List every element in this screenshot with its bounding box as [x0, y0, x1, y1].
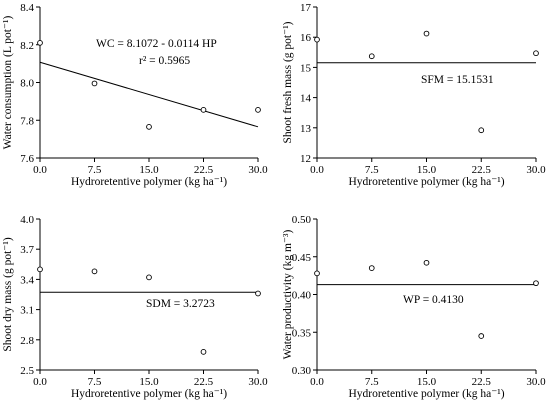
x-tick-label: 22.5 [194, 164, 214, 176]
y-axis-label: Water productivity (kg m⁻³) [282, 230, 294, 360]
equation-annotation: SDM = 3.2723 [146, 298, 215, 310]
x-tick-label: 30.0 [526, 376, 546, 388]
y-tick-label: 0.35 [292, 327, 312, 339]
data-point [314, 36, 320, 43]
y-tick-label: 0.40 [292, 290, 312, 302]
data-point [200, 107, 207, 113]
x-tick-label: 30.0 [248, 376, 268, 388]
y-tick-label: 8.2 [20, 40, 34, 52]
equation-annotation: r² = 0.5965 [139, 55, 190, 67]
x-tick-label: 22.5 [472, 164, 492, 176]
y-axis-label: Shoot dry mass (g pot⁻¹) [2, 237, 14, 351]
y-axis-label: Shoot fresh mass (g pot⁻¹) [282, 21, 294, 143]
data-point [91, 80, 98, 87]
y-tick-label: 15 [300, 62, 312, 74]
x-tick-label: 0.0 [33, 376, 47, 388]
x-tick-label: 0.0 [33, 164, 47, 176]
x-tick-label: 7.5 [365, 376, 379, 388]
y-tick-label: 7.8 [20, 115, 34, 127]
y-axis-label: Water consumption (L pot⁻¹) [2, 15, 14, 149]
x-tick-label: 15.0 [417, 164, 437, 176]
data-point [255, 290, 261, 297]
data-point [37, 40, 43, 46]
y-tick-label: 7.6 [20, 153, 34, 165]
data-point [533, 280, 539, 287]
x-tick-label: 30.0 [526, 164, 546, 176]
y-tick-label: 13 [300, 123, 312, 135]
x-axis-label: Hydroretentive polymer (kg ha⁻¹) [348, 388, 504, 400]
x-tick-label: 15.0 [139, 376, 159, 388]
x-tick-label: 22.5 [472, 376, 492, 388]
x-tick-label: 15.0 [139, 164, 159, 176]
data-point [146, 274, 152, 281]
chart-panel-4: 0.30 0.35 0.40 0.45 0.50 0.0 7.5 15.0 22.5 30.0 Hy… [282, 214, 546, 400]
data-point [368, 53, 375, 60]
y-tick-label: 16 [300, 32, 312, 44]
y-tick-label: 3.1 [20, 305, 34, 317]
chart-panel-3: 2.5 2.8 3.1 3.4 3.7 4.0 0.0 7.5 15.0 22.5 30.0 Hydr… [2, 214, 268, 400]
y-tick-label: 8.0 [20, 78, 34, 90]
data-point [146, 124, 152, 130]
y-tick-label: 8.4 [20, 2, 34, 14]
y-tick-label: 3.4 [20, 274, 34, 286]
y-tick-label: 0.45 [292, 252, 312, 264]
equation-annotation: WC = 8.1072 - 0.0114 HP [96, 38, 217, 50]
x-tick-label: 22.5 [194, 376, 214, 388]
x-tick-label: 0.0 [310, 376, 324, 388]
y-tick-label: 4.0 [20, 214, 34, 226]
data-point [478, 127, 485, 134]
x-tick-label: 7.5 [365, 164, 379, 176]
y-tick-label: 17 [300, 2, 312, 14]
data-point [368, 265, 375, 271]
y-tick-label: 3.7 [20, 244, 34, 256]
data-point [423, 30, 430, 37]
x-tick-label: 30.0 [248, 164, 268, 176]
data-point [37, 266, 43, 273]
data-point [200, 349, 207, 355]
regression-line [39, 61, 259, 128]
chart-panel-1: 7.6 7.8 8.0 8.2 8.4 0.0 7.5 15.0 22.5 30.0 Hydrore… [2, 2, 268, 188]
data-point [91, 268, 98, 275]
y-tick-label: 0.30 [292, 365, 312, 377]
x-axis-label: Hydroretentive polymer (kg ha⁻¹) [348, 176, 504, 188]
x-axis-label: Hydroretentive polymer (kg ha⁻¹) [71, 388, 227, 400]
data-point [255, 107, 261, 113]
equation-annotation: SFM = 15.1531 [421, 74, 494, 86]
x-tick-label: 7.5 [88, 376, 102, 388]
y-tick-label: 14 [300, 93, 312, 105]
y-tick-label: 0.50 [292, 214, 312, 226]
data-point [478, 333, 485, 339]
chart-panel-2: 12 13 14 15 16 17 0.0 7.5 15.0 22.5 30.0 Hydroreten… [282, 2, 546, 188]
equation-annotation: WP = 0.4130 [403, 294, 464, 306]
y-tick-label: 2.8 [20, 335, 34, 347]
x-tick-label: 0.0 [310, 164, 324, 176]
x-tick-label: 15.0 [417, 376, 437, 388]
x-axis-label: Hydroretentive polymer (kg ha⁻¹) [71, 176, 227, 188]
x-tick-label: 7.5 [88, 164, 102, 176]
data-point [533, 50, 539, 57]
y-tick-label: 2.5 [20, 365, 34, 377]
y-tick-label: 12 [300, 153, 311, 165]
data-point [423, 259, 430, 266]
data-point [314, 270, 320, 277]
